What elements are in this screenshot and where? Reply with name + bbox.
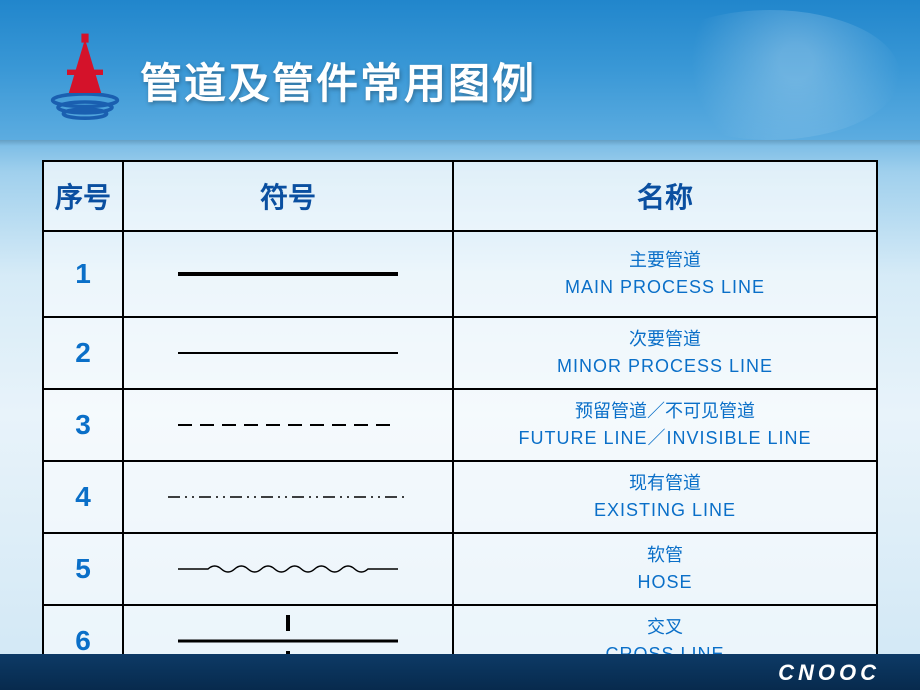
cell-symbol: [123, 317, 453, 389]
cell-index: 4: [43, 461, 123, 533]
cell-name: 现有管道EXISTING LINE: [453, 461, 877, 533]
slide: 管道及管件常用图例 序号 符号 名称 1 主要管道MAIN PROCESS LIN…: [0, 0, 920, 690]
cell-index: 5: [43, 533, 123, 605]
cell-index: 2: [43, 317, 123, 389]
th-symbol: 符号: [123, 161, 453, 231]
cnooc-logo-icon: [40, 30, 130, 120]
table-row: 5 软管HOSE: [43, 533, 877, 605]
table-row: 2 次要管道MINOR PROCESS LINE: [43, 317, 877, 389]
cell-symbol: [123, 533, 453, 605]
cell-symbol: [123, 461, 453, 533]
cell-index: 3: [43, 389, 123, 461]
th-name: 名称: [453, 161, 877, 231]
legend-table: 序号 符号 名称 1 主要管道MAIN PROCESS LINE 2 次要管道MINO…: [42, 160, 878, 678]
cell-name: 次要管道MINOR PROCESS LINE: [453, 317, 877, 389]
globe-decor: [640, 10, 900, 140]
cell-symbol: [123, 231, 453, 317]
page-title: 管道及管件常用图例: [140, 50, 536, 111]
table-row: 3 预留管道／不可见管道FUTURE LINE／INVISIBLE LINE: [43, 389, 877, 461]
legend-table-wrap: 序号 符号 名称 1 主要管道MAIN PROCESS LINE 2 次要管道MINO…: [42, 160, 878, 678]
table-row: 4 现有管道EXISTING LINE: [43, 461, 877, 533]
footer-brand: CNOOC: [778, 660, 880, 686]
header-bar: 管道及管件常用图例: [0, 0, 920, 140]
footer-bar: CNOOC: [0, 654, 920, 690]
table-header-row: 序号 符号 名称: [43, 161, 877, 231]
th-index: 序号: [43, 161, 123, 231]
cell-name: 预留管道／不可见管道FUTURE LINE／INVISIBLE LINE: [453, 389, 877, 461]
cell-symbol: [123, 389, 453, 461]
table-row: 1 主要管道MAIN PROCESS LINE: [43, 231, 877, 317]
cell-name: 主要管道MAIN PROCESS LINE: [453, 231, 877, 317]
cell-name: 软管HOSE: [453, 533, 877, 605]
cell-index: 1: [43, 231, 123, 317]
